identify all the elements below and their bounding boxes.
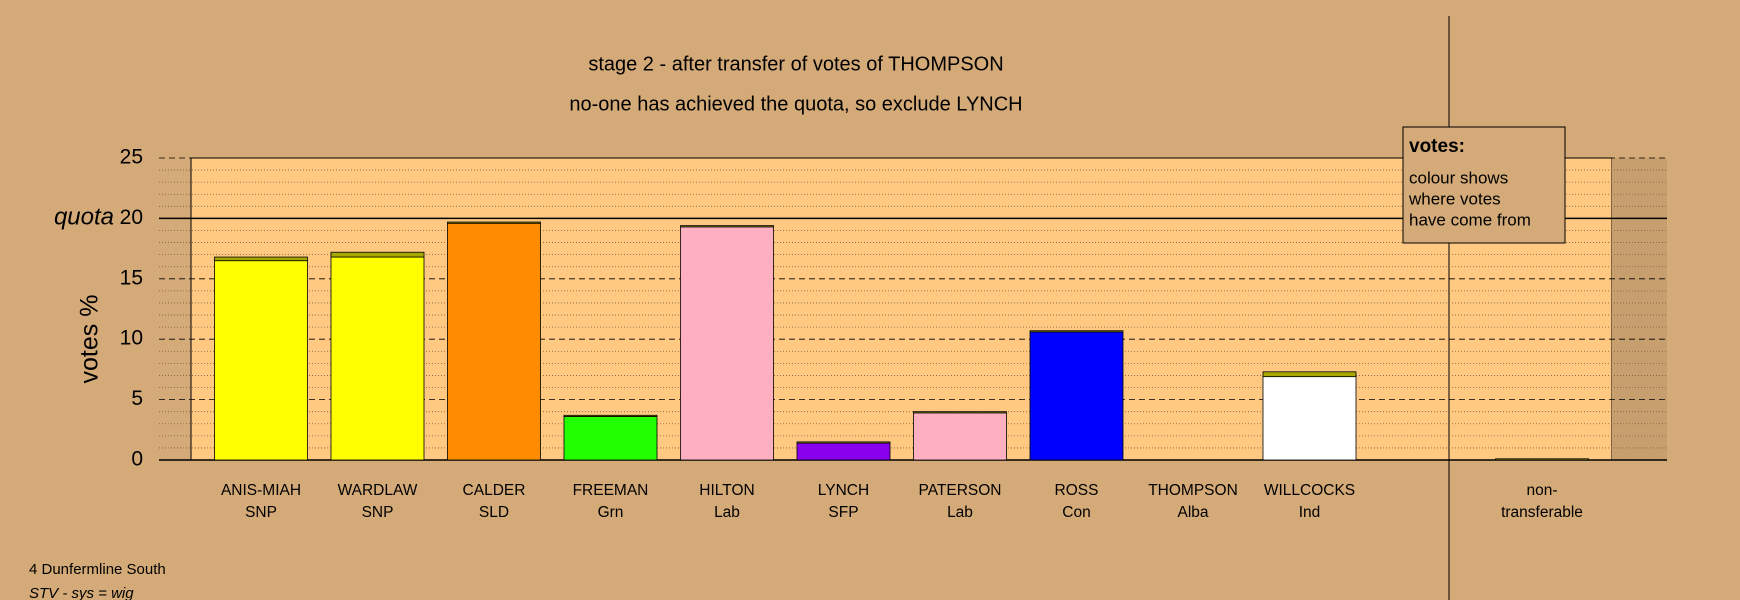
x-tick-sublabel: transferable — [1501, 504, 1583, 521]
x-tick-sublabel: Lab — [714, 504, 740, 521]
x-tick-label: THOMPSON — [1148, 482, 1238, 499]
x-tick-sublabel: SNP — [362, 504, 394, 521]
x-tick-label: HILTON — [699, 482, 754, 499]
plot-margin — [1612, 158, 1667, 460]
chart-subtitle: no-one has achieved the quota, so exclud… — [569, 93, 1022, 115]
legend-text: have come from — [1409, 210, 1531, 229]
chart-title: stage 2 - after transfer of votes of THO… — [588, 53, 1003, 75]
x-tick-label: FREEMAN — [573, 482, 649, 499]
x-tick-sublabel: Grn — [598, 504, 624, 521]
footer-text: STV - sys = wig — [29, 585, 134, 600]
y-tick-label: 5 — [131, 387, 143, 410]
bar-segment — [447, 222, 541, 461]
x-tick-label: non- — [1526, 482, 1557, 499]
bar-segment — [330, 256, 425, 461]
plot-panel — [190, 157, 1613, 461]
bar-segment — [680, 225, 774, 228]
bar-segment — [680, 226, 774, 461]
bar-segment — [1495, 458, 1589, 461]
legend: votes: colour shows where votes have com… — [1402, 126, 1566, 244]
x-tick-sublabel: Lab — [947, 504, 973, 521]
y-tick-label: 25 — [120, 146, 143, 169]
y-tick-label: 15 — [120, 266, 143, 289]
x-tick-label: CALDER — [463, 482, 526, 499]
bar-segment — [796, 442, 891, 461]
bar-segment — [1029, 331, 1124, 461]
bars — [214, 221, 1589, 461]
bar-segment — [563, 416, 658, 461]
x-tick-sublabel: SLD — [479, 504, 509, 521]
x-tick-label: ROSS — [1055, 482, 1099, 499]
bar-segment — [563, 414, 658, 417]
legend-text: colour shows — [1409, 168, 1508, 187]
x-tick-label: WARDLAW — [338, 482, 418, 499]
bar-segment — [214, 256, 308, 262]
x-tick-label: WILLCOCKS — [1264, 482, 1355, 499]
x-tick-sublabel: SFP — [828, 504, 858, 521]
bar-segment — [913, 411, 1007, 414]
y-tick-label: 10 — [120, 327, 143, 350]
bar-segment — [1029, 330, 1124, 333]
bar-segment — [447, 221, 541, 224]
legend-box — [1402, 126, 1566, 244]
x-tick-sublabel: Alba — [1177, 504, 1208, 521]
bar-segment — [913, 412, 1007, 461]
bar-segment — [214, 260, 308, 461]
bar-segment — [1262, 371, 1357, 378]
x-tick-label: PATERSON — [919, 482, 1002, 499]
quota-label: quota — [54, 204, 114, 231]
x-tick-sublabel: Con — [1062, 504, 1090, 521]
legend-text: where votes — [1408, 189, 1501, 208]
bar-segment — [796, 441, 891, 444]
x-tick-label: LYNCH — [818, 482, 869, 499]
y-tick-label: 0 — [131, 448, 143, 471]
x-tick-sublabel: SNP — [245, 504, 277, 521]
x-tick-sublabel: Ind — [1299, 504, 1321, 521]
x-tick-label: ANIS-MIAH — [221, 482, 301, 499]
bar-segment — [330, 251, 425, 258]
y-axis-label: votes % — [76, 295, 104, 384]
legend-title: votes: — [1409, 136, 1465, 157]
footer-text: 4 Dunfermline South — [29, 561, 166, 578]
y-tick-label: 20 — [120, 206, 143, 229]
bar-segment — [1262, 376, 1357, 461]
